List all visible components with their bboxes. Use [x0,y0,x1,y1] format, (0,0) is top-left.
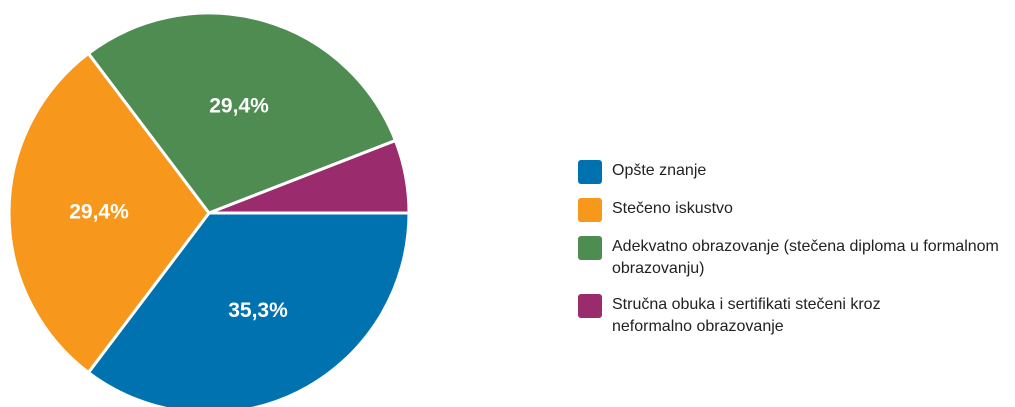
legend-swatch [578,160,602,184]
legend-label: Opšte znanje [612,162,707,179]
data-label: 29,4% [209,95,269,118]
pie-slice [208,138,411,215]
legend-swatch [578,294,602,318]
chart: 35,3% 29,4% 29,4% [7,11,411,407]
legend-label: Stečeno iskustvo [612,200,733,217]
legend-label: Stručna obuka i sertifikati stečeni kroz… [612,296,881,335]
legend-item: Opšte znanje [578,160,1012,184]
pie-slice [7,51,211,375]
legend-item: Stečeno iskustvo [578,198,1012,222]
legend-swatch [578,236,602,260]
legend-swatch [578,198,602,222]
data-label: 29,4% [69,201,129,224]
legend-item: Adekvatno obrazovanje (stečena diploma u… [578,236,1012,280]
legend: Opšte znanje Stečeno iskustvo Adekvatno ob… [578,160,1012,352]
legend-label: Adekvatno obrazovanje (stečena diploma u… [612,238,999,277]
pie-slice [86,211,411,407]
legend-item: Stručna obuka i sertifikati stečeni kroz… [578,294,1012,338]
pie-slice [86,11,398,215]
data-label: 35,3% [228,299,288,322]
